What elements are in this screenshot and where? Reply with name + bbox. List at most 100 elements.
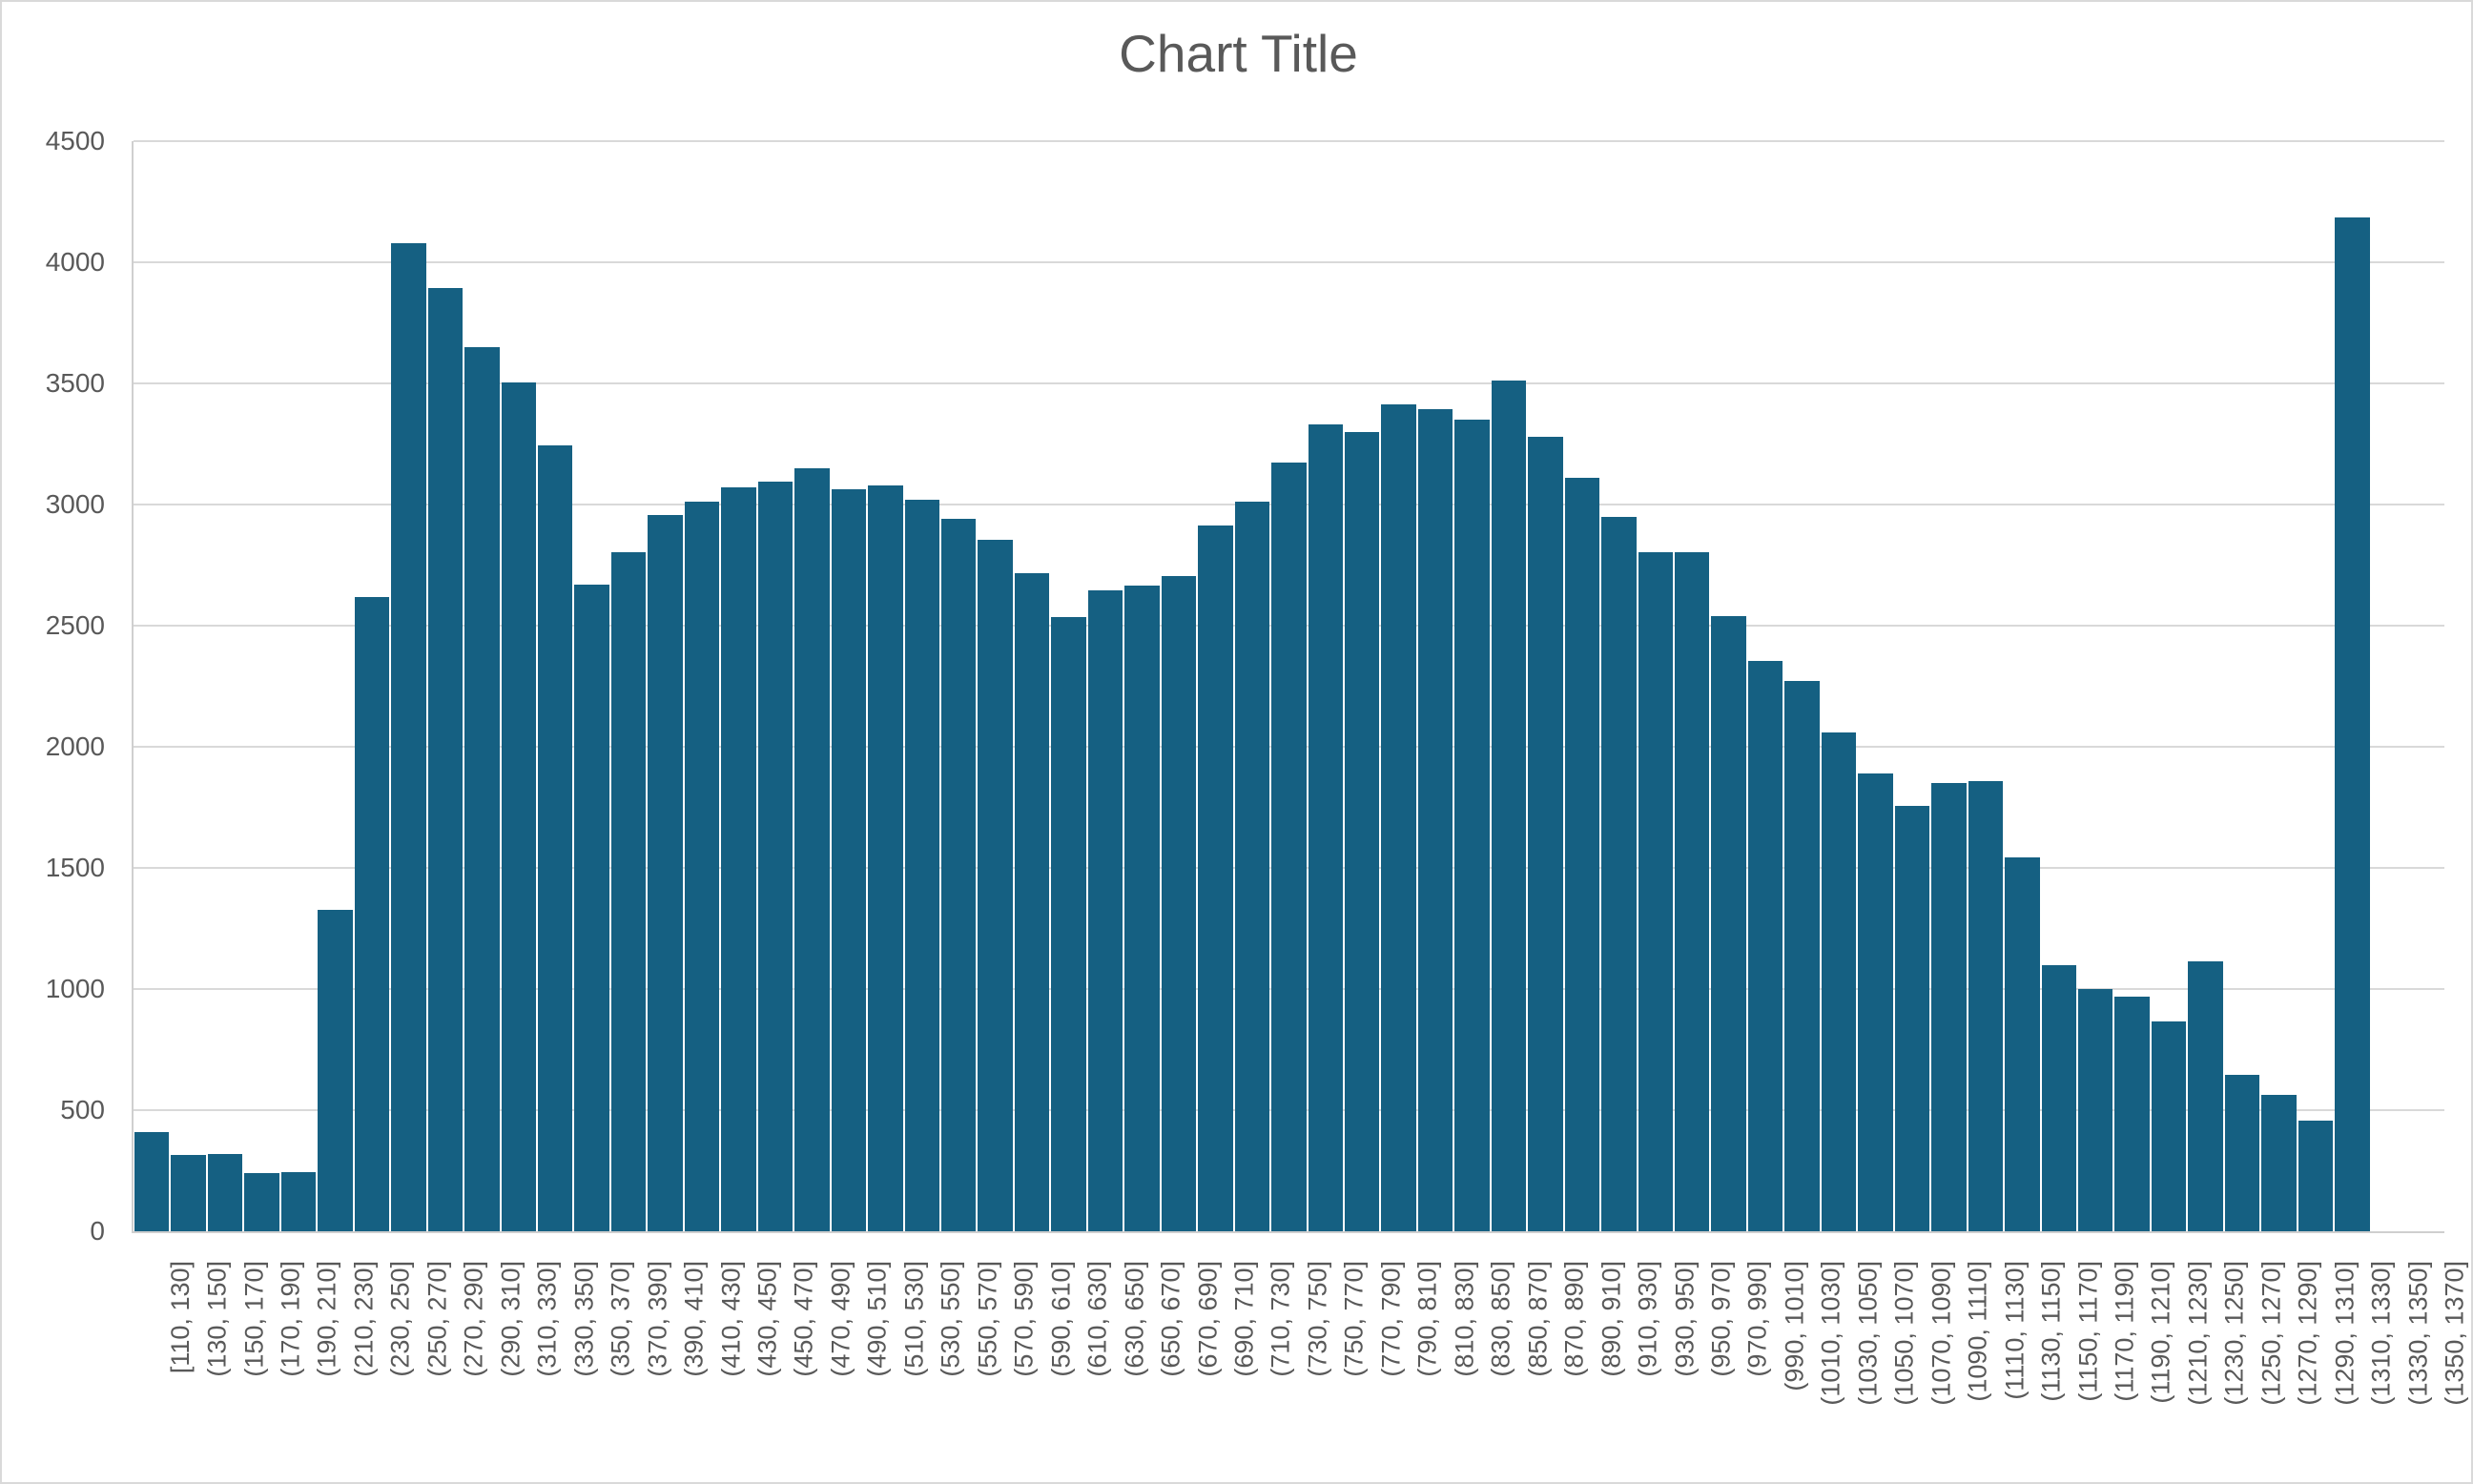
bar-(430, 450][interactable] [721,487,756,1231]
bar-(290, 310][interactable] [464,346,500,1231]
x-tick-label-(430, 450]: (430, 450] [752,1261,782,1377]
bar-(970, 990][interactable] [1711,615,1746,1231]
bar-(450, 470][interactable] [757,481,793,1231]
x-tick-label-(930, 950]: (930, 950] [1670,1261,1700,1377]
bar-(250, 270][interactable] [391,242,426,1231]
x-tick-label-(990, 1010]: (990, 1010] [1780,1261,1809,1391]
bar-(130, 150][interactable] [171,1155,206,1231]
bar-(590, 610][interactable] [1014,573,1050,1231]
bar-slot-(870, 890] [1527,141,1563,1231]
bar-(410, 430][interactable] [684,502,720,1231]
bar-(950, 970][interactable] [1675,551,1710,1231]
x-tick-label-(170, 190]: (170, 190] [276,1261,305,1377]
bar-slot-(170, 190] [243,141,279,1231]
bar-slot-(530, 550] [904,141,940,1231]
bar-slot-(850, 870] [1491,141,1527,1231]
bar-slot-(290, 310] [464,141,500,1231]
bar-(570, 590][interactable] [978,539,1013,1231]
bar-(1050, 1070][interactable] [1858,773,1893,1231]
bar-(710, 730][interactable] [1234,502,1270,1231]
x-tick-label-(670, 690]: (670, 690] [1193,1261,1223,1377]
bar-(670, 690][interactable] [1161,575,1197,1231]
bar-(470, 490][interactable] [794,467,830,1231]
bar-(630, 650][interactable] [1087,590,1123,1231]
x-tick-label-(610, 630]: (610, 630] [1082,1261,1112,1377]
bar-(350, 370][interactable] [574,584,609,1231]
bar-(170, 190][interactable] [244,1173,279,1231]
bar-slot-(750, 770] [1308,141,1344,1231]
plot-area [132,140,2444,1233]
bar-slot-(1230, 1250] [2187,141,2223,1231]
bar-(270, 290][interactable] [427,287,464,1231]
bar-(1010, 1030][interactable] [1784,681,1820,1231]
x-tick-label-(130, 150]: (130, 150] [202,1261,232,1377]
bar-slot-(790, 810] [1380,141,1416,1231]
bar-(1070, 1090][interactable] [1894,806,1930,1231]
bar-(730, 750][interactable] [1271,462,1307,1231]
y-tick-label-1000: 1000 [45,974,105,1003]
x-tick-label-(1350, 1370]: (1350, 1370] [2440,1261,2469,1406]
bar-(330, 350][interactable] [537,444,573,1231]
bar-slot-(1310, 1330] [2334,141,2370,1231]
bar-(1270, 1290][interactable] [2261,1094,2297,1231]
bar-(210, 230][interactable] [318,910,353,1231]
bar-(790, 810][interactable] [1381,403,1416,1231]
bar-(850, 870][interactable] [1491,381,1527,1231]
bar-slot-(1190, 1210] [2113,141,2150,1231]
bar-(890, 910][interactable] [1564,478,1600,1231]
bar-(530, 550][interactable] [904,499,939,1231]
bar-(230, 250][interactable] [354,596,390,1231]
y-tick-label-3000: 3000 [45,489,105,519]
bar-(550, 570][interactable] [940,519,977,1231]
bar-slot-(1090, 1110] [1930,141,1967,1231]
bar-(1210, 1230][interactable] [2151,1021,2187,1231]
bar-(770, 790][interactable] [1344,431,1380,1231]
bar-slot-(1170, 1190] [2077,141,2113,1231]
bar-slot-(410, 430] [684,141,720,1231]
x-tick-label-(1230, 1250]: (1230, 1250] [2220,1261,2249,1406]
y-tick-label-2000: 2000 [45,732,105,761]
bar-(390, 410][interactable] [648,515,683,1231]
bar-(1090, 1110][interactable] [1931,783,1967,1231]
bar-(1110, 1130][interactable] [1968,780,2004,1231]
bar-(690, 710][interactable] [1198,525,1233,1231]
bar-(870, 890][interactable] [1528,436,1563,1231]
bar-[110, 130][interactable] [134,1131,170,1231]
x-tick-label-(210, 230]: (210, 230] [349,1261,379,1377]
bar-(650, 670][interactable] [1124,586,1160,1231]
bar-(810, 830][interactable] [1417,408,1453,1231]
bar-(1130, 1150][interactable] [2005,856,2040,1231]
bar-(910, 930][interactable] [1601,516,1637,1231]
bar-slot-(490, 510] [831,141,867,1231]
x-tick-label-(190, 210]: (190, 210] [313,1261,342,1377]
bar-(370, 390][interactable] [610,551,647,1231]
bar-(1310, 1330][interactable] [2335,217,2370,1231]
bar-slot-(450, 470] [757,141,793,1231]
bar-(510, 530][interactable] [868,484,903,1231]
bar-slot-(710, 730] [1234,141,1270,1231]
bar-(1030, 1050][interactable] [1821,732,1857,1231]
bar-(490, 510][interactable] [831,488,867,1231]
bar-slot-(270, 290] [427,141,464,1231]
bar-(1230, 1250][interactable] [2188,960,2223,1231]
bar-(930, 950][interactable] [1638,551,1674,1231]
bar-(1170, 1190][interactable] [2078,989,2113,1231]
bar-(190, 210][interactable] [280,1171,317,1231]
x-tick-label-(1330, 1350]: (1330, 1350] [2403,1261,2433,1406]
x-tick-label-(630, 650]: (630, 650] [1120,1261,1149,1377]
bar-slot-(1350, 1370] [2407,141,2443,1231]
bar-slot-(610, 630] [1050,141,1086,1231]
bar-slot-(510, 530] [867,141,903,1231]
bar-(990, 1010][interactable] [1747,660,1783,1231]
bar-(830, 850][interactable] [1454,420,1490,1231]
bar-(1190, 1210][interactable] [2114,996,2150,1231]
bar-(310, 330][interactable] [501,381,536,1231]
bar-(1290, 1310][interactable] [2298,1121,2334,1231]
bar-(1250, 1270][interactable] [2224,1075,2260,1231]
bar-(1150, 1170][interactable] [2041,964,2077,1231]
x-tick-label-[110, 130]: [110, 130] [166,1261,196,1374]
bar-(610, 630][interactable] [1051,617,1086,1231]
x-tick-label-(270, 290]: (270, 290] [459,1261,488,1377]
bar-(150, 170][interactable] [207,1153,243,1231]
bar-(750, 770][interactable] [1308,424,1343,1231]
